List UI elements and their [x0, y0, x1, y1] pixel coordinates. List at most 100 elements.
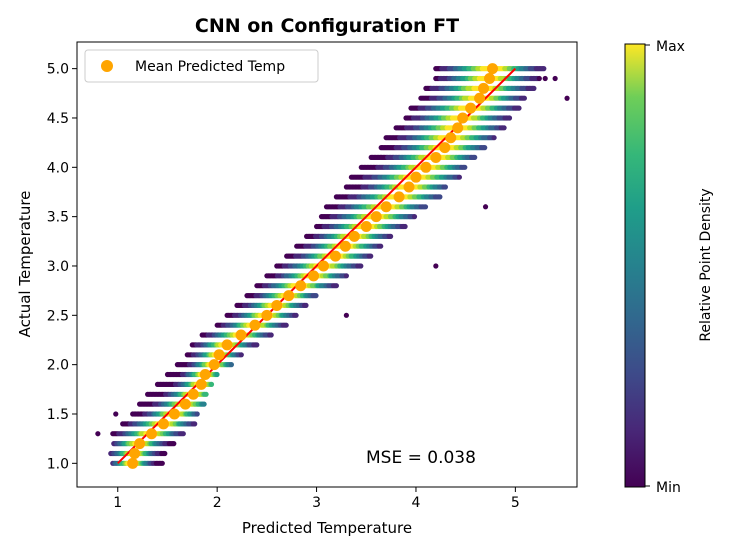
y-tick-label: 1.5	[47, 407, 69, 423]
scatter-point	[313, 293, 319, 299]
x-axis-label: Predicted Temperature	[242, 519, 412, 537]
chart-title: CNN on Configuration FT	[195, 15, 459, 37]
mean-point	[213, 349, 225, 361]
x-tick-label: 4	[412, 495, 421, 511]
x-axis: 1 2 3 4 5	[113, 487, 520, 511]
mean-point	[179, 398, 191, 410]
scatter-point	[388, 233, 394, 239]
scatter-point	[516, 105, 522, 111]
y-tick-label: 2.0	[47, 358, 69, 374]
mean-point	[129, 447, 141, 459]
scatter-point	[482, 204, 489, 210]
mean-point	[474, 92, 486, 104]
y-tick-label: 4.5	[47, 111, 69, 127]
scatter-point	[422, 204, 429, 210]
scatter-point	[180, 431, 186, 437]
mean-point	[465, 102, 477, 114]
scatter-point	[113, 411, 119, 417]
scatter-point	[564, 95, 570, 101]
scatter-point	[238, 352, 244, 358]
x-tick-label: 3	[312, 495, 321, 511]
scatter-point	[482, 145, 488, 151]
mean-point	[318, 260, 330, 272]
scatter-point	[472, 154, 478, 160]
scatter-point	[536, 75, 542, 82]
mean-point	[445, 132, 457, 144]
mean-point	[487, 63, 499, 75]
y-tick-label: 3.5	[47, 210, 69, 226]
legend-entry: Mean Predicted Temp	[135, 59, 285, 75]
scatter-point	[358, 263, 364, 269]
mean-point	[370, 211, 382, 223]
scatter-layer	[95, 66, 570, 466]
mean-point	[168, 408, 180, 420]
y-tick-label: 3.0	[47, 259, 69, 275]
mean-point	[420, 161, 432, 173]
scatter-point	[254, 342, 260, 348]
y-axis-label: Actual Temperature	[16, 191, 34, 338]
scatter-point	[552, 75, 558, 82]
scatter-point	[159, 460, 165, 466]
scatter-point	[95, 431, 101, 437]
y-tick-label: 5.0	[47, 62, 69, 78]
scatter-point	[171, 441, 177, 447]
mean-point	[157, 418, 169, 430]
scatter-point	[402, 223, 408, 230]
mean-point	[329, 250, 341, 262]
y-tick-label: 2.5	[47, 308, 69, 324]
x-tick-label: 5	[511, 495, 520, 511]
mean-point	[271, 299, 283, 311]
mean-point	[380, 201, 392, 213]
scatter-point	[491, 135, 497, 141]
mean-point	[261, 309, 273, 321]
scatter-point	[433, 263, 439, 269]
mean-point	[403, 181, 415, 193]
y-axis: 1.0 1.5 2.0 2.5 3.0 3.5 4.0 4.5 5.0	[47, 62, 77, 472]
legend-marker	[101, 60, 113, 72]
scatter-point	[194, 411, 200, 417]
mean-point	[283, 290, 295, 302]
colorbar	[624, 43, 646, 488]
legend: Mean Predicted Temp	[84, 49, 319, 83]
mean-point	[457, 112, 469, 124]
x-tick-label: 1	[113, 495, 122, 511]
mean-point	[360, 221, 372, 233]
mean-point	[410, 171, 422, 183]
scatter-point	[506, 115, 513, 121]
mean-point	[134, 438, 146, 450]
mean-point	[484, 73, 496, 85]
scatter-point	[442, 184, 448, 190]
mean-point	[478, 82, 490, 94]
colorbar-min-label: Min	[656, 480, 681, 496]
scatter-point	[228, 362, 234, 368]
scatter-point	[437, 194, 443, 200]
scatter-point	[378, 243, 384, 249]
mean-point	[439, 142, 451, 154]
scatter-point	[531, 85, 537, 91]
mean-point	[221, 339, 233, 351]
scatter-point	[201, 401, 207, 407]
y-tick-label: 1.0	[47, 456, 69, 472]
colorbar-label: Relative Point Density	[698, 188, 714, 341]
scatter-point	[203, 391, 209, 397]
scatter-point	[501, 125, 507, 131]
mean-point	[146, 428, 158, 440]
y-tick-label: 4.0	[47, 160, 69, 176]
scatter-point	[456, 174, 462, 180]
scatter-point	[303, 302, 309, 308]
scatter-point	[462, 164, 468, 170]
scatter-point	[541, 66, 547, 72]
mean-point	[249, 319, 261, 331]
scatter-point	[343, 312, 349, 318]
scatter-point	[283, 322, 289, 328]
mean-point	[393, 191, 405, 203]
mean-point	[452, 122, 464, 134]
mean-point	[195, 378, 207, 390]
mean-point	[430, 151, 442, 163]
scatter-point	[192, 421, 198, 427]
scatter-point	[208, 381, 215, 387]
scatter-point	[521, 95, 528, 101]
plot-frame	[76, 41, 578, 488]
scatter-point	[411, 214, 418, 220]
